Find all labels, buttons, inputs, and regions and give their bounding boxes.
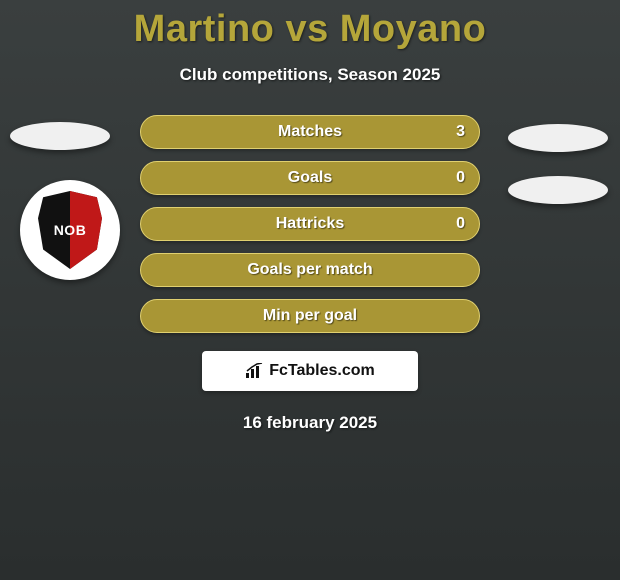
- club-badge: NOB: [20, 180, 120, 280]
- stat-value: 3: [456, 123, 465, 141]
- chart-icon: [245, 363, 265, 379]
- subtitle: Club competitions, Season 2025: [0, 65, 620, 85]
- stat-row: Goals per match: [140, 253, 480, 287]
- stat-row: Matches 3: [140, 115, 480, 149]
- stat-value: 0: [456, 169, 465, 187]
- stat-label: Min per goal: [263, 307, 357, 325]
- shield-icon: NOB: [38, 191, 102, 269]
- player-right-photo-2: [508, 176, 608, 204]
- stat-row: Hattricks 0: [140, 207, 480, 241]
- player-right-photo-1: [508, 124, 608, 152]
- stat-value: 0: [456, 215, 465, 233]
- brand-badge[interactable]: FcTables.com: [202, 351, 418, 391]
- brand-text: FcTables.com: [269, 362, 375, 380]
- club-badge-text: NOB: [54, 222, 87, 238]
- stat-label: Goals per match: [247, 261, 372, 279]
- stat-label: Matches: [278, 123, 342, 141]
- date-label: 16 february 2025: [0, 413, 620, 433]
- stat-label: Hattricks: [276, 215, 344, 233]
- stat-label: Goals: [288, 169, 332, 187]
- stat-row: Goals 0: [140, 161, 480, 195]
- player-left-photo: [10, 122, 110, 150]
- page-title: Martino vs Moyano: [0, 0, 620, 51]
- stat-row: Min per goal: [140, 299, 480, 333]
